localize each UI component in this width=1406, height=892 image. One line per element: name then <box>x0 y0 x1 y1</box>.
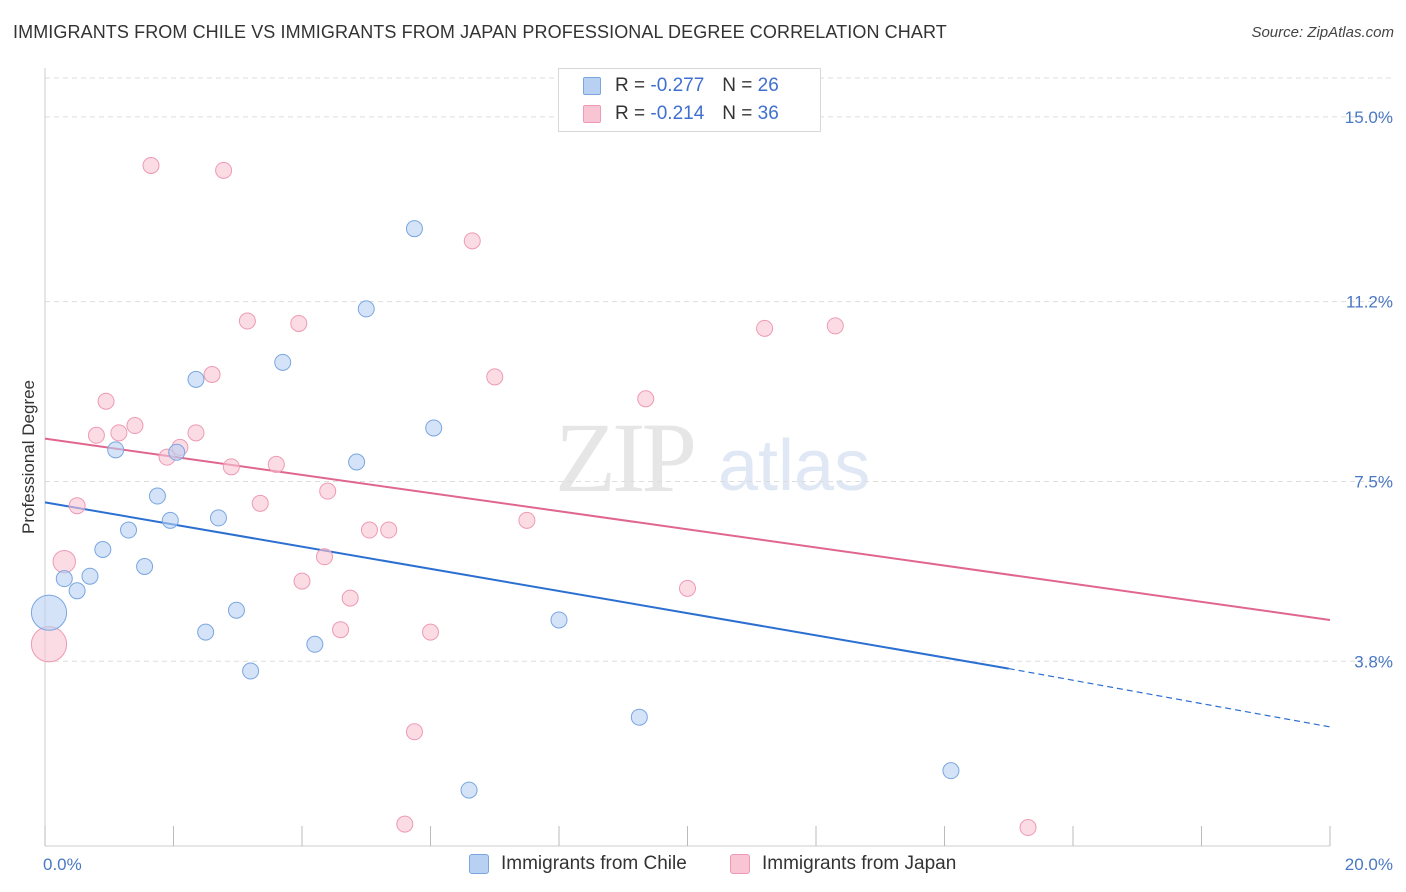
y-tick-label: 3.8% <box>1354 652 1393 671</box>
y-axis-label: Professional Degree <box>19 380 38 534</box>
data-point-chile <box>120 521 138 539</box>
legend-n-label: N = <box>722 103 753 124</box>
data-point-chile <box>242 662 260 680</box>
data-point-japan <box>251 494 269 512</box>
data-points <box>30 156 1037 837</box>
bottom-legend-label-japan: Immigrants from Japan <box>762 853 957 874</box>
data-point-japan <box>187 424 205 442</box>
legend-r-value-japan: -0.214 <box>650 103 705 124</box>
data-point-japan <box>110 424 128 442</box>
data-point-chile <box>197 623 215 641</box>
bottom-legend-label-chile: Immigrants from Chile <box>501 853 687 874</box>
data-point-japan <box>87 426 105 444</box>
data-point-japan <box>405 723 423 741</box>
data-point-chile <box>425 419 443 437</box>
x-tick-label: 0.0% <box>43 855 82 874</box>
data-point-japan <box>422 623 439 641</box>
data-point-japan <box>126 417 144 435</box>
data-point-japan <box>52 549 76 574</box>
legend-row-chile: R = -0.277 N = 26 <box>583 74 779 98</box>
data-point-japan <box>360 521 378 539</box>
data-point-japan <box>142 156 160 174</box>
data-point-japan <box>679 579 696 597</box>
trend-line-chile <box>44 501 1009 670</box>
data-point-chile <box>460 781 478 799</box>
data-point-japan <box>637 390 655 408</box>
data-point-japan <box>380 521 398 539</box>
legend-n-label: N = <box>722 75 753 96</box>
data-point-japan <box>826 317 844 335</box>
stats-legend: R = -0.277 N = 26 R = -0.214 N = 36 <box>558 68 821 132</box>
legend-r-label: R = <box>615 75 646 96</box>
data-point-chile <box>187 370 205 388</box>
legend-n-value-japan: 36 <box>757 103 779 124</box>
bottom-legend-swatch-chile <box>469 854 489 874</box>
data-point-chile <box>148 487 166 505</box>
axes <box>44 68 1331 847</box>
data-point-chile <box>55 570 73 588</box>
data-point-japan <box>518 511 536 529</box>
legend-swatch-chile <box>583 77 601 95</box>
bottom-legend-chile: Immigrants from Chile <box>469 852 687 876</box>
data-point-chile <box>630 708 648 726</box>
y-tick-label: 7.5% <box>1354 472 1393 491</box>
trend-lines <box>44 437 1331 728</box>
data-point-japan <box>486 368 504 386</box>
grid-lines <box>45 77 1393 662</box>
data-point-japan <box>215 161 233 179</box>
data-point-japan <box>68 497 86 515</box>
data-point-japan <box>222 458 240 476</box>
data-point-japan <box>267 455 285 473</box>
chart-title: IMMIGRANTS FROM CHILE VS IMMIGRANTS FROM… <box>13 22 947 42</box>
legend-r-label: R = <box>615 103 646 124</box>
data-point-japan <box>238 312 256 330</box>
source-label: Source: ZipAtlas.com <box>1251 24 1394 41</box>
legend-row-japan: R = -0.214 N = 36 <box>583 102 779 126</box>
bottom-legend-swatch-japan <box>730 854 750 874</box>
data-point-japan <box>293 572 311 590</box>
data-point-chile <box>405 220 423 238</box>
tick-labels: 3.8% 7.5% 11.2% 15.0% 0.0% 20.0% <box>43 108 1393 874</box>
y-tick-label: 11.2% <box>1346 293 1393 312</box>
data-point-japan <box>315 548 333 566</box>
data-point-chile <box>942 762 960 780</box>
data-point-chile <box>348 453 366 471</box>
data-point-japan <box>319 482 337 500</box>
data-point-japan <box>463 232 481 250</box>
watermark-atlas: atlas <box>718 426 871 506</box>
bottom-legend-japan: Immigrants from Japan <box>730 852 956 876</box>
data-point-chile <box>274 353 292 371</box>
legend-n-value-chile: 26 <box>757 75 779 96</box>
data-point-chile <box>227 601 245 619</box>
data-point-chile <box>107 441 125 459</box>
data-point-chile <box>209 509 227 527</box>
data-point-japan <box>341 589 359 607</box>
trend-line-japan <box>44 437 1331 621</box>
data-point-chile <box>81 567 99 585</box>
data-point-japan <box>97 392 115 410</box>
data-point-chile <box>68 582 86 600</box>
data-point-chile <box>161 511 179 529</box>
data-point-chile <box>357 300 375 318</box>
legend-swatch-japan <box>583 105 601 123</box>
watermark-zip: ZIP <box>555 402 697 513</box>
data-point-chile <box>306 635 324 653</box>
data-point-chile <box>30 594 68 631</box>
data-point-chile <box>136 558 154 576</box>
x-tick-label: 20.0% <box>1345 855 1393 874</box>
data-point-chile <box>168 443 186 461</box>
data-point-japan <box>332 621 350 639</box>
data-point-japan <box>1019 819 1037 837</box>
data-point-japan <box>30 626 68 663</box>
data-point-chile <box>94 540 112 558</box>
data-point-japan <box>756 319 774 337</box>
data-point-japan <box>396 815 414 833</box>
trend-line-chile-extrapolated <box>1008 667 1331 728</box>
legend-r-value-chile: -0.277 <box>650 75 705 96</box>
data-point-japan <box>290 314 308 332</box>
y-tick-label: 15.0% <box>1345 108 1393 127</box>
data-point-japan <box>203 366 221 384</box>
data-point-chile <box>550 611 568 629</box>
